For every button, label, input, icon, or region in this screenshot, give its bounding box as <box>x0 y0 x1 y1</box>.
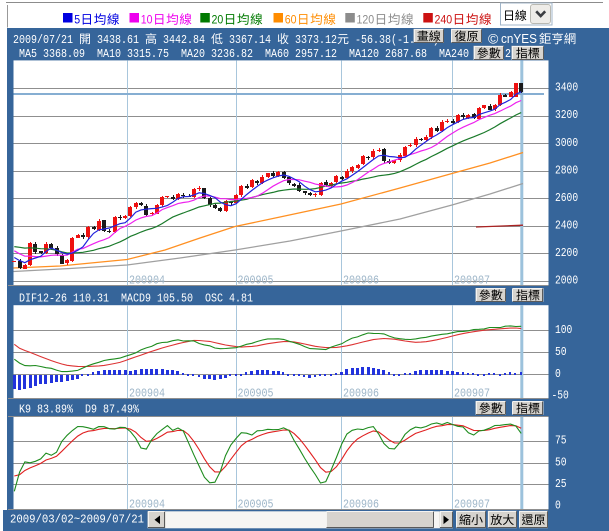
svg-text:2687.68: 2687.68 <box>385 47 427 61</box>
svg-text:©: © <box>488 31 499 47</box>
svg-text:2800: 2800 <box>555 163 578 177</box>
svg-text:5: 5 <box>74 13 80 27</box>
svg-text:MA5: MA5 <box>19 47 37 61</box>
svg-text:cnYES: cnYES <box>501 32 537 46</box>
svg-text:200904: 200904 <box>129 274 165 288</box>
svg-text:3000: 3000 <box>555 136 578 150</box>
svg-text:2600: 2600 <box>555 191 578 205</box>
svg-text:200904: 200904 <box>129 497 165 511</box>
svg-text:20: 20 <box>212 13 224 27</box>
svg-text:2000: 2000 <box>555 274 578 288</box>
svg-text:OSC: OSC <box>205 292 223 306</box>
svg-text:2009/07/21: 2009/07/21 <box>13 33 73 47</box>
svg-text:3400: 3400 <box>555 81 578 95</box>
svg-text:200907: 200907 <box>454 497 490 511</box>
svg-text:K9: K9 <box>19 403 31 417</box>
svg-text:3200: 3200 <box>555 108 578 122</box>
svg-text:2200: 2200 <box>555 246 578 260</box>
svg-text:DIF12-26: DIF12-26 <box>19 292 67 306</box>
svg-text:200905: 200905 <box>238 386 274 400</box>
svg-text:3315.75: 3315.75 <box>127 47 169 61</box>
svg-text:MA10: MA10 <box>97 47 121 61</box>
svg-text:200906: 200906 <box>343 386 379 400</box>
svg-text:MA240: MA240 <box>439 47 469 61</box>
svg-text:3368.09: 3368.09 <box>43 47 85 61</box>
svg-text:120: 120 <box>357 13 375 27</box>
svg-text:0: 0 <box>555 367 561 381</box>
svg-text:MA120: MA120 <box>349 47 379 61</box>
svg-text:200907: 200907 <box>454 386 490 400</box>
svg-text:60: 60 <box>285 13 297 27</box>
svg-text:50: 50 <box>555 455 567 469</box>
svg-text:200905: 200905 <box>238 497 274 511</box>
svg-text:3236.82: 3236.82 <box>211 47 253 61</box>
svg-text:3438.61: 3438.61 <box>97 33 139 47</box>
svg-text:3373.12: 3373.12 <box>295 33 337 47</box>
svg-text:200906: 200906 <box>343 274 379 288</box>
svg-text:50: 50 <box>555 345 567 359</box>
svg-text:240: 240 <box>435 13 453 27</box>
svg-text:75: 75 <box>555 434 567 448</box>
svg-text:83.89%: 83.89% <box>37 403 74 417</box>
svg-text:200904: 200904 <box>129 386 165 400</box>
svg-text:2957.12: 2957.12 <box>295 47 337 61</box>
svg-text:MA20: MA20 <box>181 47 205 61</box>
svg-text:10: 10 <box>141 13 153 27</box>
svg-text:4.81: 4.81 <box>229 292 253 306</box>
svg-text:87.49%: 87.49% <box>103 403 140 417</box>
svg-text:110.31: 110.31 <box>73 292 109 306</box>
svg-text:200907: 200907 <box>454 274 490 288</box>
svg-text:3442.84: 3442.84 <box>163 33 205 47</box>
svg-text:MACD9: MACD9 <box>121 292 151 306</box>
svg-text:-50: -50 <box>552 389 569 403</box>
svg-text:100: 100 <box>555 323 572 337</box>
svg-text:105.50: 105.50 <box>157 292 193 306</box>
svg-text:25: 25 <box>555 477 567 491</box>
svg-text:2400: 2400 <box>555 218 578 232</box>
svg-text:200906: 200906 <box>343 497 379 511</box>
svg-text:MA60: MA60 <box>265 47 289 61</box>
svg-text:0: 0 <box>555 499 561 513</box>
svg-text:D9: D9 <box>85 403 97 417</box>
svg-text:2009/03/02~2009/07/21: 2009/03/02~2009/07/21 <box>10 513 144 527</box>
svg-text:3367.14: 3367.14 <box>229 33 271 47</box>
svg-text:200905: 200905 <box>238 274 274 288</box>
